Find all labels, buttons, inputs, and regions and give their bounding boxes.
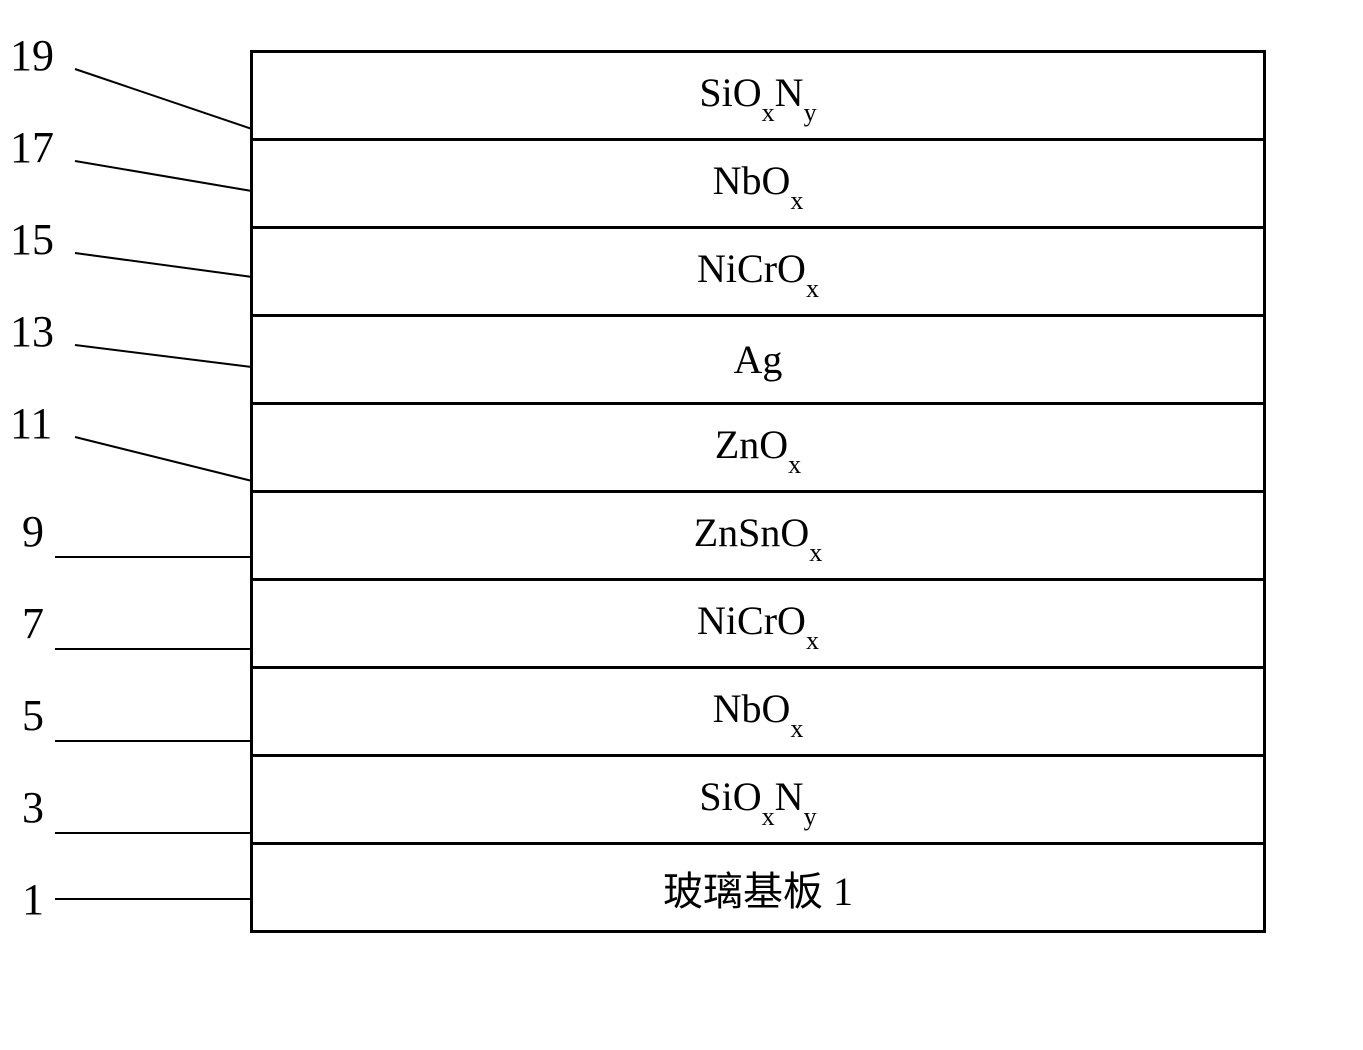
leader-line <box>75 160 252 192</box>
layer-label: Ag <box>734 336 783 383</box>
leader-line <box>75 68 253 130</box>
layer-1: 玻璃基板 1 <box>253 845 1263 933</box>
reference-number: 19 <box>10 30 54 81</box>
layer-label: SiOxNy <box>699 69 816 122</box>
layer-15: NiCrOx <box>253 229 1263 317</box>
leader-line <box>55 898 252 900</box>
layer-9: ZnSnOx <box>253 493 1263 581</box>
layer-label: NiCrOx <box>697 597 819 650</box>
layer-label: NiCrOx <box>697 245 819 298</box>
layer-label: ZnSnOx <box>694 509 823 562</box>
layer-3: SiOxNy <box>253 757 1263 845</box>
layer-label: NbOx <box>713 157 804 210</box>
reference-number: 11 <box>10 398 52 449</box>
layer-label: 玻璃基板 1 <box>663 859 853 917</box>
diagram-container: SiOxNy NbOx NiCrOx Ag ZnOx ZnSnOx NiCrOx NbOx Si… <box>0 0 1363 1050</box>
layer-label: ZnOx <box>715 421 801 474</box>
reference-number: 3 <box>22 782 44 833</box>
leader-line <box>55 740 252 742</box>
layer-label: SiOxNy <box>699 773 816 826</box>
leader-line <box>75 344 252 368</box>
layer-stack: SiOxNy NbOx NiCrOx Ag ZnOx ZnSnOx NiCrOx NbOx Si… <box>250 50 1266 933</box>
leader-line <box>75 252 252 278</box>
leader-line <box>55 556 252 558</box>
reference-number: 9 <box>22 506 44 557</box>
layer-label: NbOx <box>713 685 804 738</box>
layer-5: NbOx <box>253 669 1263 757</box>
reference-number: 15 <box>10 214 54 265</box>
leader-line <box>55 648 252 650</box>
layer-19: SiOxNy <box>253 53 1263 141</box>
reference-number: 1 <box>22 874 44 925</box>
reference-number: 13 <box>10 306 54 357</box>
leader-line <box>55 832 252 834</box>
layer-7: NiCrOx <box>253 581 1263 669</box>
reference-number: 5 <box>22 690 44 741</box>
layer-17: NbOx <box>253 141 1263 229</box>
leader-line <box>75 436 252 482</box>
reference-number: 17 <box>10 122 54 173</box>
layer-13: Ag <box>253 317 1263 405</box>
layer-11: ZnOx <box>253 405 1263 493</box>
reference-number: 7 <box>22 598 44 649</box>
